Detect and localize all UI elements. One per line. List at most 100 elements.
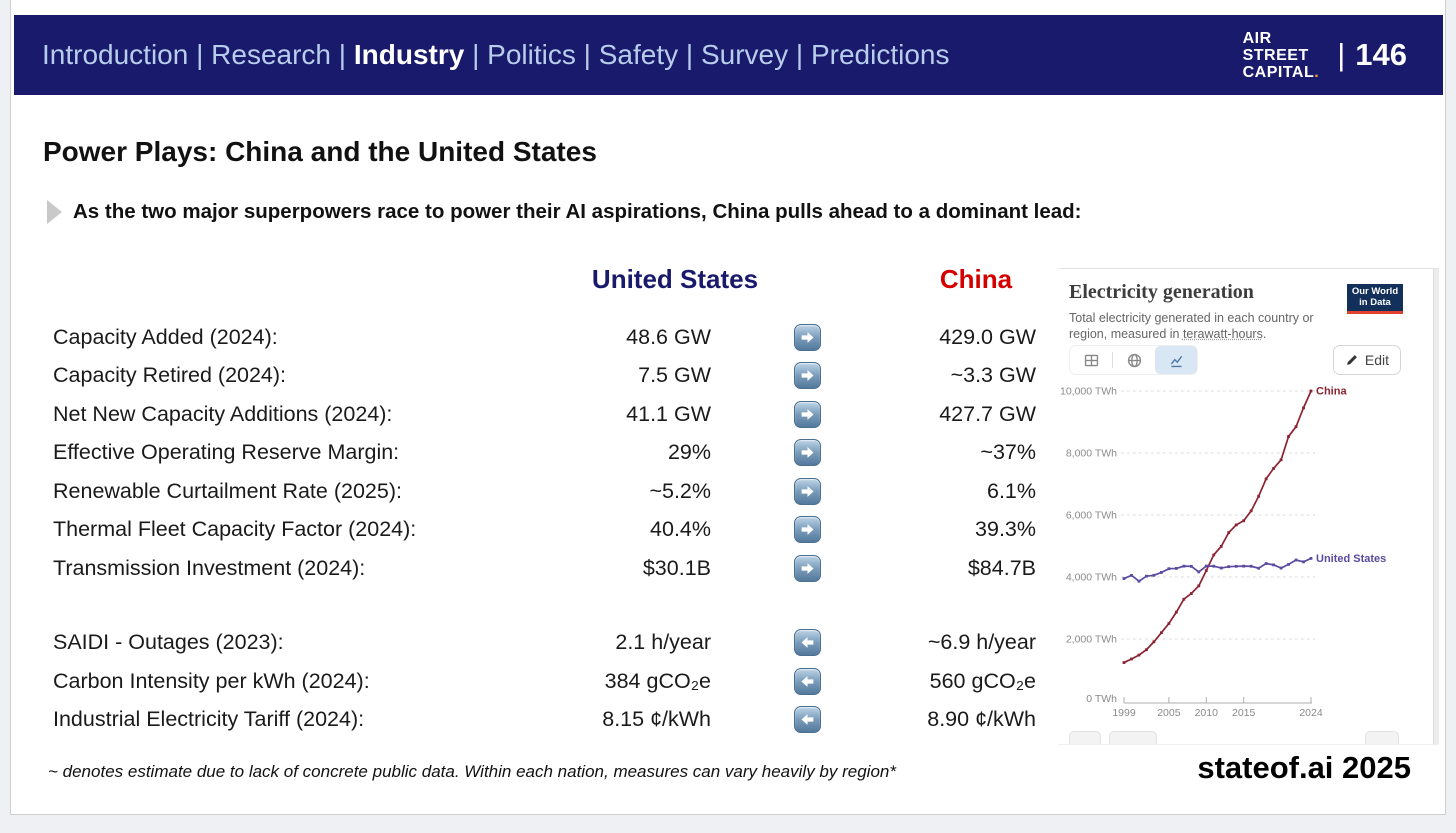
chart-view-button[interactable] <box>1155 346 1197 374</box>
row-label: Industrial Electricity Tariff (2024): <box>53 707 365 732</box>
nav-item-predictions[interactable]: Predictions <box>810 39 950 70</box>
chart-view-toolbar <box>1069 345 1198 375</box>
nav-separator: | <box>331 39 354 70</box>
logo-dot: . <box>1314 63 1320 81</box>
timeline-control-button[interactable] <box>1069 731 1101 744</box>
svg-text:10,000 TWh: 10,000 TWh <box>1060 386 1117 398</box>
row-label: Net New Capacity Additions (2024): <box>53 401 393 426</box>
embed-scrollbar[interactable] <box>1433 269 1439 744</box>
footnote: ~ denotes estimate due to lack of concre… <box>48 762 896 781</box>
map-view-button[interactable] <box>1113 346 1155 374</box>
us-value: 8.15 ¢/kWh <box>602 707 711 732</box>
us-value: 384 gCO₂e <box>604 668 711 693</box>
us-value: 2.1 h/year <box>615 630 711 655</box>
svg-text:8,000 TWh: 8,000 TWh <box>1066 448 1117 460</box>
owid-embed: Electricity generation Our World in Data… <box>1059 268 1439 745</box>
svg-text:2005: 2005 <box>1157 707 1181 719</box>
table-row: Thermal Fleet Capacity Factor (2024): 40… <box>11 511 1056 550</box>
table-view-button[interactable] <box>1070 346 1112 374</box>
row-label: Transmission Investment (2024): <box>53 555 366 580</box>
china-value: 6.1% <box>986 478 1036 503</box>
nav-separator: | <box>678 39 701 70</box>
china-value: $84.7B <box>967 555 1036 580</box>
comparison-arrow-icon <box>793 362 821 390</box>
comparison-rows: Capacity Added (2024): 48.6 GW 429.0 GW … <box>11 318 1056 739</box>
toolbar-divider <box>1112 352 1113 368</box>
row-label: Renewable Curtailment Rate (2025): <box>53 478 402 503</box>
slide: Introduction | Research | Industry | Pol… <box>10 0 1446 815</box>
comparison-arrow-icon <box>793 323 821 351</box>
china-value: 560 gCO₂e <box>929 668 1036 693</box>
air-street-capital-logo: AIR STREET CAPITAL. <box>1243 30 1320 81</box>
comparison-arrow-icon <box>793 554 821 582</box>
svg-text:United States: United States <box>1316 553 1386 565</box>
comparison-arrow-icon <box>793 439 821 467</box>
globe-icon <box>1127 353 1141 367</box>
svg-text:2,000 TWh: 2,000 TWh <box>1066 634 1117 646</box>
nav-separator: | <box>575 39 599 70</box>
us-value: 41.1 GW <box>626 401 711 426</box>
chart-title: Electricity generation <box>1069 281 1254 303</box>
subtitle-row: As the two major superpowers race to pow… <box>47 200 1081 224</box>
chart-subtitle: Total electricity generated in each coun… <box>1069 311 1314 341</box>
table-row: Capacity Retired (2024): 7.5 GW ~3.3 GW <box>11 357 1056 396</box>
our-world-in-data-logo: Our World in Data <box>1347 284 1403 314</box>
comparison-arrow-icon <box>793 516 821 544</box>
nav-item-safety[interactable]: Safety <box>598 39 679 70</box>
line-chart-icon <box>1170 355 1182 367</box>
svg-text:2024: 2024 <box>1299 707 1323 719</box>
stateofai-branding: stateof.ai 2025 <box>1197 750 1411 785</box>
nav-separator: | <box>464 39 488 70</box>
comparison-arrow-icon <box>793 706 821 734</box>
comparison-arrow-icon <box>793 667 821 695</box>
timeline-control-button[interactable] <box>1365 731 1399 744</box>
pencil-icon <box>1346 355 1357 365</box>
svg-text:2015: 2015 <box>1232 707 1256 719</box>
svg-text:1999: 1999 <box>1112 707 1136 719</box>
row-label: Capacity Added (2024): <box>53 324 278 349</box>
page-number: | 146 <box>1337 37 1407 72</box>
nav-item-industry[interactable]: Industry <box>353 39 465 70</box>
column-header-china: China <box>939 264 1013 294</box>
row-label: Thermal Fleet Capacity Factor (2024): <box>53 517 417 542</box>
page-title: Power Plays: China and the United States <box>43 136 597 167</box>
us-value: $30.1B <box>642 555 711 580</box>
comparison-arrow-icon <box>793 629 821 657</box>
china-value: ~3.3 GW <box>950 363 1036 388</box>
comparison-arrow-icon <box>793 400 821 428</box>
china-value: 427.7 GW <box>939 401 1036 426</box>
table-row: SAIDI - Outages (2023): 2.1 h/year ~6.9 … <box>11 624 1056 663</box>
nav-item-research[interactable]: Research <box>211 39 332 70</box>
us-value: 48.6 GW <box>626 324 711 349</box>
section-nav: Introduction | Research | Industry | Pol… <box>42 39 949 71</box>
nav-item-introduction[interactable]: Introduction <box>42 39 189 70</box>
nav-item-survey[interactable]: Survey <box>700 39 789 70</box>
svg-text:4,000 TWh: 4,000 TWh <box>1066 572 1117 584</box>
svg-text:China: China <box>1316 386 1347 398</box>
electricity-generation-chart: 0 TWh 2,000 TWh 4,000 TWh 6,000 TWh 8,000 TW… <box>1060 386 1386 720</box>
nav-separator: | <box>788 39 811 70</box>
logo-line: AIR <box>1242 29 1272 47</box>
us-value: 40.4% <box>650 517 711 542</box>
row-label: SAIDI - Outages (2023): <box>53 630 284 655</box>
china-value: 39.3% <box>975 517 1036 542</box>
logo-line: STREET <box>1242 46 1309 64</box>
svg-text:2010: 2010 <box>1195 707 1219 719</box>
china-value: ~6.9 h/year <box>927 630 1036 655</box>
timeline-control-button[interactable] <box>1109 731 1157 744</box>
china-value: ~37% <box>980 440 1036 465</box>
topbar-right: AIR STREET CAPITAL. | 146 <box>1243 30 1407 81</box>
table-row: Industrial Electricity Tariff (2024): 8.… <box>11 701 1056 740</box>
us-value: 29% <box>667 440 711 465</box>
table-row: Net New Capacity Additions (2024): 41.1 … <box>11 395 1056 434</box>
column-header-united-states: United States <box>591 264 759 294</box>
table-row: Effective Operating Reserve Margin: 29% … <box>11 434 1056 473</box>
table-row: Capacity Added (2024): 48.6 GW 429.0 GW <box>11 318 1056 357</box>
us-value: ~5.2% <box>649 478 711 503</box>
terawatt-hours-link[interactable]: terawatt-hours <box>1182 327 1263 341</box>
edit-button[interactable]: Edit <box>1332 345 1401 375</box>
table-row: Renewable Curtailment Rate (2025): ~5.2%… <box>11 472 1056 511</box>
logo-line: CAPITAL. <box>1242 63 1320 81</box>
nav-item-politics[interactable]: Politics <box>487 39 576 70</box>
comparison-arrow-icon <box>793 477 821 505</box>
